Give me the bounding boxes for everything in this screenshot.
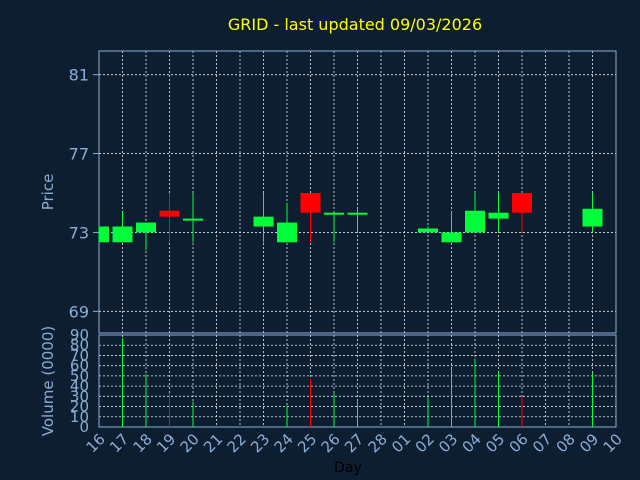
candle-body xyxy=(418,228,438,233)
volume-tick-label: 30 xyxy=(70,387,89,405)
volume-tick-label: 80 xyxy=(70,336,89,354)
candle-body xyxy=(300,192,321,213)
price-panel: 69 73 77 81 xyxy=(69,50,617,334)
candle-body xyxy=(512,192,532,213)
volume-tick-label: 70 xyxy=(70,346,89,364)
price-tick-label: 77 xyxy=(69,145,89,164)
candle-body xyxy=(99,226,109,243)
price-axis-label: Price xyxy=(39,174,57,211)
candle-body xyxy=(277,222,297,243)
candle-body xyxy=(582,208,603,227)
volume-tick-label: 10 xyxy=(70,408,89,426)
candle-body xyxy=(159,210,180,217)
candle-body xyxy=(347,212,368,215)
price-tick-label: 73 xyxy=(69,223,89,242)
candle-body xyxy=(112,226,133,243)
candle-body xyxy=(136,222,156,233)
candle-body xyxy=(324,212,344,215)
volume-tick-label: 20 xyxy=(70,398,89,416)
volume-tick-label: 60 xyxy=(70,357,89,375)
volume-tick-label: 0 xyxy=(79,418,89,436)
price-tick-label: 69 xyxy=(69,302,89,321)
candle-body xyxy=(465,210,485,233)
candle-body xyxy=(488,212,509,219)
candle-body xyxy=(441,232,462,243)
candle-body xyxy=(253,216,274,227)
chart-title: GRID - last updated 09/03/2026 xyxy=(228,15,482,34)
candle-body xyxy=(183,218,203,221)
day-axis-label: Day xyxy=(334,460,362,476)
volume-axis-label: Volume (0000) xyxy=(39,326,57,436)
price-tick-label: 81 xyxy=(69,66,89,85)
volume-tick-label: 50 xyxy=(70,367,89,385)
volume-tick-label: 90 xyxy=(70,326,89,344)
volume-tick-label: 40 xyxy=(70,377,89,395)
price-plot-frame xyxy=(98,50,617,334)
